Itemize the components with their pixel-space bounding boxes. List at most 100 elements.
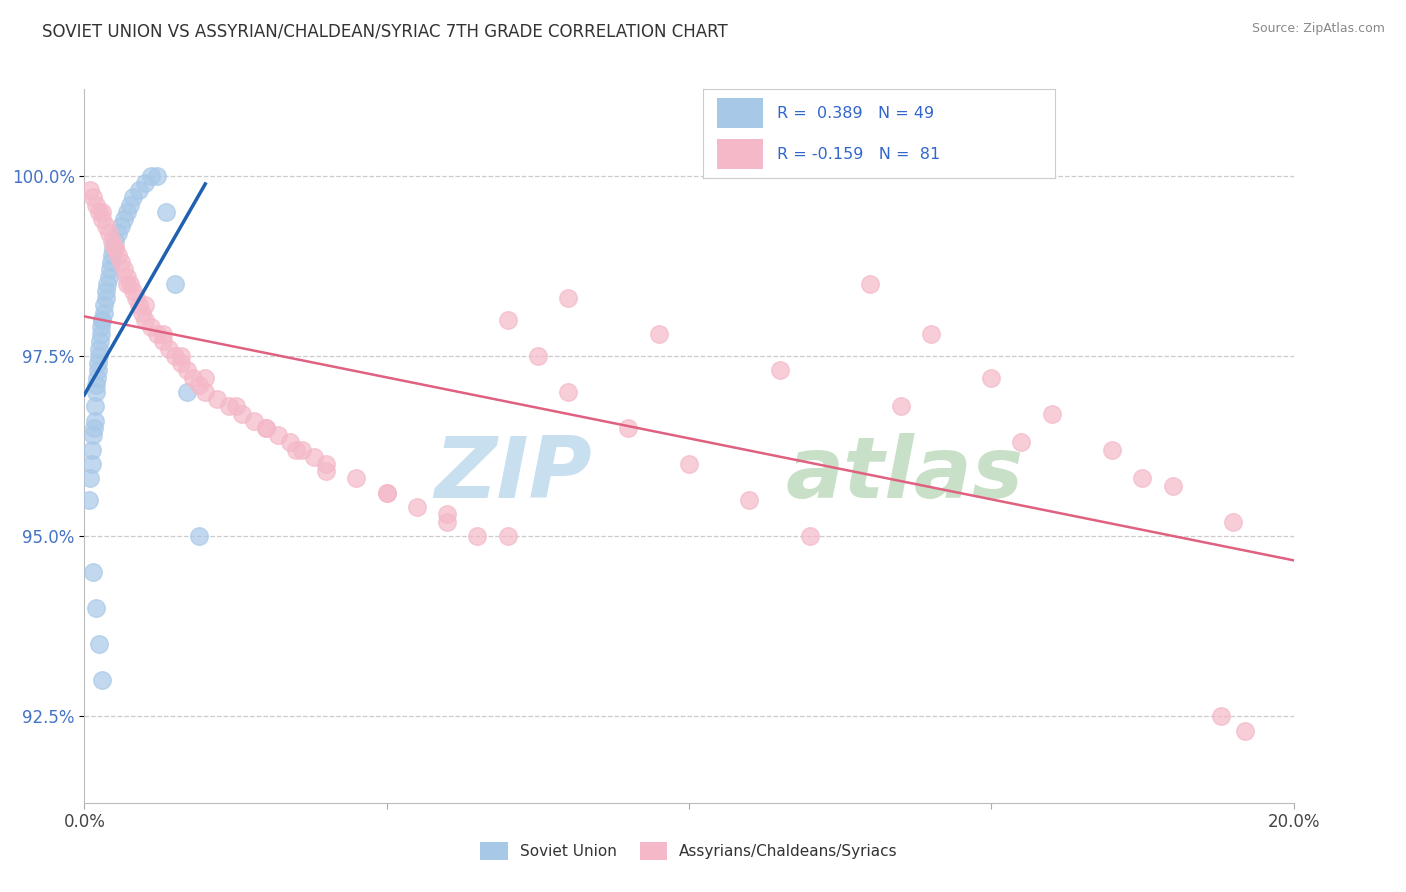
Text: atlas: atlas: [786, 433, 1024, 516]
Point: [98, 262, 121, 277]
Point: [859, 277, 882, 291]
Point: [157, 342, 180, 356]
Point: [134, 176, 156, 190]
Point: [118, 277, 141, 291]
Point: [128, 298, 150, 312]
Point: [87, 356, 110, 370]
Point: [346, 471, 368, 485]
Point: [315, 457, 337, 471]
Point: [267, 428, 290, 442]
Point: [83, 414, 105, 428]
Point: [375, 486, 398, 500]
Point: [254, 421, 277, 435]
Point: [375, 486, 398, 500]
Point: [115, 277, 138, 291]
Point: [84, 400, 107, 414]
Point: [125, 291, 148, 305]
Point: [97, 269, 120, 284]
Point: [115, 269, 138, 284]
Point: [91, 204, 114, 219]
Point: [291, 442, 314, 457]
Point: [302, 450, 325, 464]
Point: [96, 277, 118, 291]
Point: [91, 673, 114, 688]
Point: [80, 457, 103, 471]
Point: [467, 529, 489, 543]
Point: [617, 421, 640, 435]
Point: [1209, 709, 1232, 723]
Point: [89, 204, 111, 219]
Point: [436, 508, 458, 522]
Point: [165, 349, 187, 363]
Point: [436, 515, 458, 529]
Point: [165, 277, 187, 291]
Point: [86, 377, 108, 392]
Point: [93, 306, 115, 320]
Point: [86, 197, 108, 211]
Bar: [717, 98, 762, 128]
Text: R = -0.159   N =  81: R = -0.159 N = 81: [778, 147, 941, 161]
Point: [131, 306, 153, 320]
Point: [100, 234, 122, 248]
Point: [315, 464, 337, 478]
Point: [181, 370, 204, 384]
Point: [86, 370, 108, 384]
Point: [101, 248, 124, 262]
Point: [527, 349, 550, 363]
Point: [231, 407, 253, 421]
Point: [1132, 471, 1154, 485]
Y-axis label: 7th Grade: 7th Grade: [0, 408, 3, 484]
Point: [406, 500, 429, 515]
Point: [920, 327, 942, 342]
Point: [1222, 515, 1244, 529]
Point: [170, 349, 193, 363]
Text: R =  0.389   N = 49: R = 0.389 N = 49: [778, 106, 934, 120]
Point: [242, 414, 264, 428]
Point: [104, 241, 127, 255]
Point: [557, 384, 579, 399]
Point: [139, 169, 162, 183]
Point: [79, 471, 101, 485]
Point: [118, 197, 141, 211]
Point: [146, 327, 169, 342]
Point: [1011, 435, 1033, 450]
Point: [89, 334, 111, 349]
Point: [152, 334, 174, 349]
Point: [82, 190, 104, 204]
Point: [115, 204, 138, 219]
Point: [89, 637, 111, 651]
Point: [110, 219, 132, 234]
Point: [890, 400, 912, 414]
Point: [738, 493, 761, 508]
Point: [278, 435, 301, 450]
Point: [769, 363, 792, 377]
Point: [107, 248, 129, 262]
Point: [176, 363, 198, 377]
Bar: [717, 139, 762, 169]
Point: [97, 227, 120, 241]
Point: [980, 370, 1002, 384]
Point: [285, 442, 308, 457]
Point: [176, 384, 198, 399]
Point: [496, 313, 519, 327]
Point: [104, 234, 127, 248]
Point: [90, 320, 112, 334]
Point: [194, 384, 217, 399]
Point: [112, 262, 135, 277]
Point: [121, 284, 143, 298]
Point: [94, 219, 117, 234]
Point: [648, 327, 671, 342]
Point: [155, 204, 177, 219]
Point: [128, 183, 150, 197]
Point: [91, 313, 114, 327]
Point: [110, 255, 132, 269]
Point: [152, 327, 174, 342]
Point: [107, 227, 129, 241]
Point: [90, 313, 112, 327]
Point: [188, 377, 211, 392]
Point: [94, 284, 117, 298]
Text: Source: ZipAtlas.com: Source: ZipAtlas.com: [1251, 22, 1385, 36]
Point: [79, 183, 101, 197]
Point: [104, 241, 127, 255]
Point: [799, 529, 821, 543]
